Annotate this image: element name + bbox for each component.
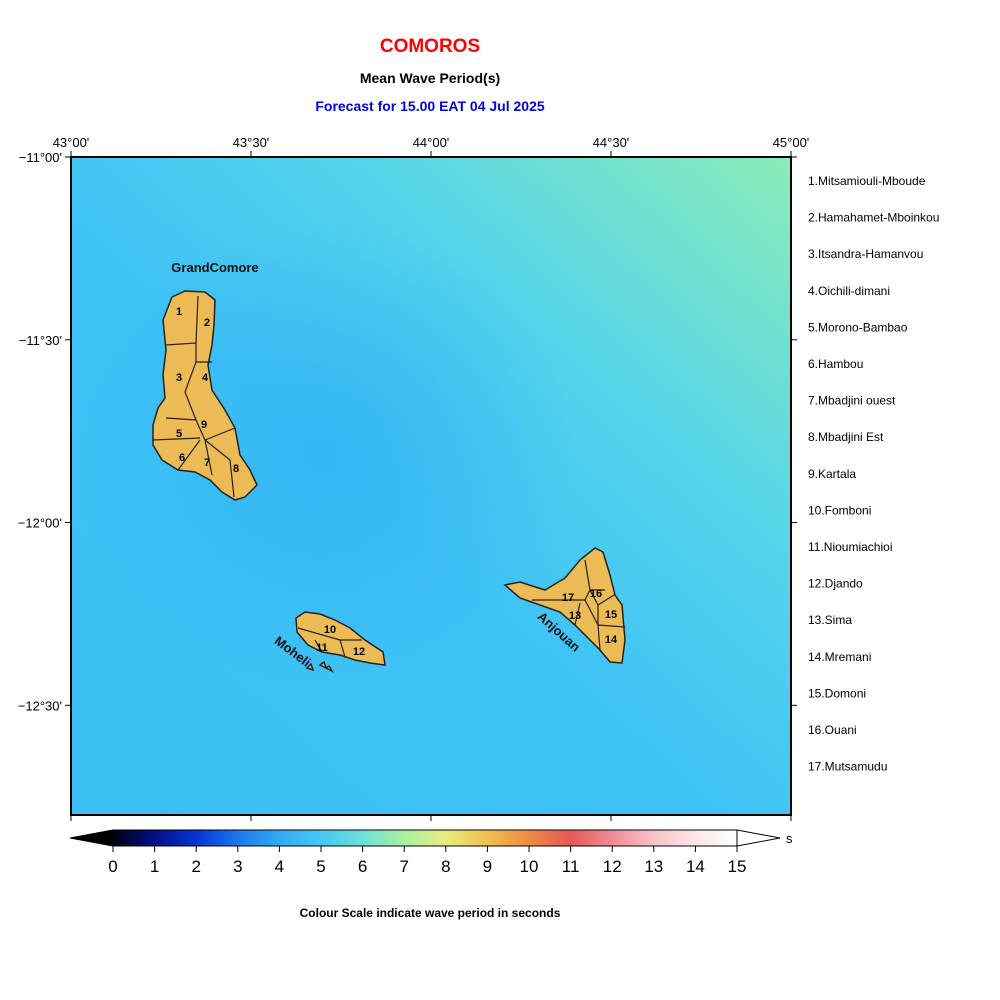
legend-item: 5.Morono-Bambao: [808, 320, 908, 334]
colorbar-unit: s: [786, 831, 793, 846]
legend-item: 13.Sima: [808, 613, 852, 627]
colorbar: [112, 829, 738, 847]
colorbar-label: 15: [728, 857, 747, 876]
region-number: 7: [204, 457, 210, 469]
region-number: 13: [569, 610, 581, 622]
region-number: 12: [353, 646, 365, 658]
region-number: 4: [202, 372, 209, 384]
forecast: Forecast for 15.00 EAT 04 Jul 2025: [315, 98, 545, 114]
moheli: [295, 611, 386, 673]
colorbar-label: 12: [603, 857, 622, 876]
region-number: 15: [605, 609, 617, 621]
subtitle: Mean Wave Period(s): [360, 70, 500, 86]
island-label: GrandComore: [171, 260, 258, 275]
colorbar-over: [736, 829, 781, 847]
title: COMOROS: [380, 36, 480, 57]
legend-item: 2.Hamahamet-Mboinkou: [808, 211, 939, 225]
lon-label: 44°30': [593, 135, 630, 150]
grand-comore: [152, 290, 258, 501]
legend-item: 14.Mremani: [808, 650, 871, 664]
region-number: 2: [204, 317, 210, 329]
lon-label: 44°00': [413, 135, 450, 150]
legend-item: 3.Itsandra-Hamanvou: [808, 247, 923, 261]
anjouan: [503, 547, 626, 664]
region-number: 1: [176, 306, 182, 318]
colorbar-label: 6: [358, 857, 367, 876]
colorbar-label: 3: [233, 857, 242, 876]
lon-label: 43°30': [233, 135, 270, 150]
legend-item: 10.Fomboni: [808, 503, 871, 517]
lat-label: −11°00': [19, 150, 62, 165]
legend-item: 7.Mbadjini ouest: [808, 394, 896, 408]
colorbar-label: 8: [441, 857, 450, 876]
colorbar-label: 9: [483, 857, 492, 876]
colorbar-label: 2: [191, 857, 200, 876]
region-number: 10: [324, 624, 336, 636]
lat-label: −12°30': [18, 698, 62, 713]
colorbar-label: 4: [275, 857, 284, 876]
legend-item: 9.Kartala: [808, 467, 856, 481]
colorbar-label: 1: [150, 857, 159, 876]
legend-item: 4.Oichili-dimani: [808, 284, 890, 298]
legend-item: 17.Mutsamudu: [808, 760, 887, 774]
legend-item: 6.Hambou: [808, 357, 863, 371]
colorbar-label: 7: [399, 857, 408, 876]
sea-shade: [71, 157, 791, 815]
colorbar-label: 0: [108, 857, 117, 876]
legend-item: 8.Mbadjini Est: [808, 430, 884, 444]
colorbar-label: 11: [562, 857, 580, 876]
colorbar-label: 5: [316, 857, 325, 876]
lat-label: −11°30': [19, 333, 62, 348]
colorbar-under: [69, 829, 114, 847]
region-number: 8: [233, 463, 239, 475]
lon-label: 45°00': [773, 135, 810, 150]
region-number: 14: [605, 634, 618, 646]
region-number: 6: [179, 452, 185, 464]
legend-item: 11.Nioumiachioi: [808, 540, 893, 554]
region-number: 9: [201, 419, 207, 431]
colorbar-label: 14: [686, 857, 705, 876]
colorbar-label: 13: [644, 857, 663, 876]
lat-label: −12°00': [18, 516, 62, 531]
region-number: 3: [176, 372, 182, 384]
region-number: 11: [316, 642, 328, 654]
legend-item: 16.Ouani: [808, 723, 857, 737]
region-number: 17: [562, 592, 574, 604]
legend-item: 12.Djando: [808, 577, 863, 591]
region-number: 5: [176, 428, 182, 440]
colorbar-caption: Colour Scale indicate wave period in sec…: [300, 906, 561, 920]
region-number: 16: [590, 588, 602, 600]
lon-label: 43°00': [53, 135, 90, 150]
legend-item: 15.Domoni: [808, 686, 866, 700]
colorbar-label: 10: [520, 857, 539, 876]
legend-item: 1.Mitsamiouli-Mboude: [808, 174, 926, 188]
